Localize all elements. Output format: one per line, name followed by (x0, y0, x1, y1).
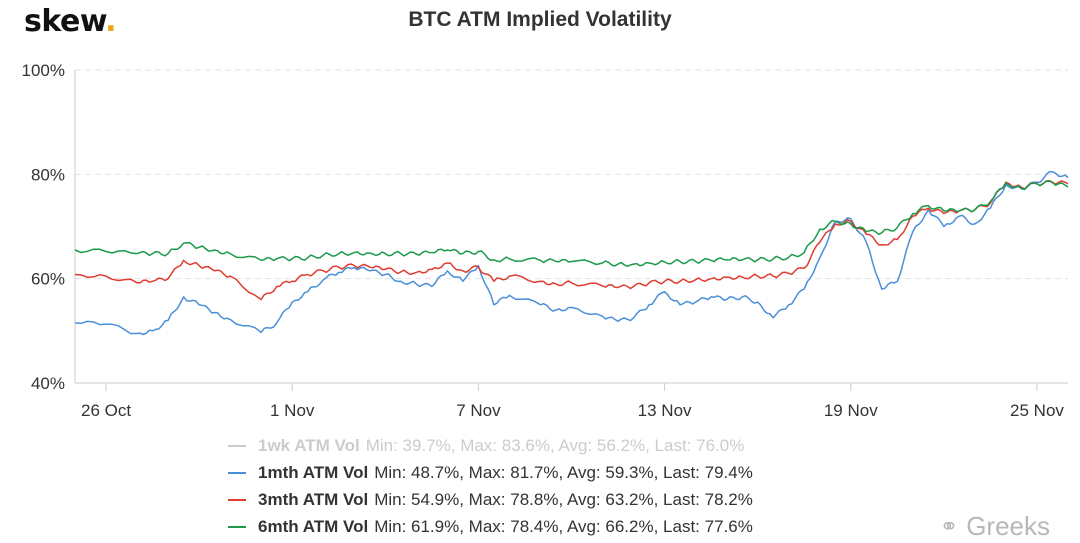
y-tick-label: 40% (31, 374, 65, 393)
legend-series-name: 1mth ATM Vol (258, 463, 369, 482)
line-chart: 40% 60% 80% 100% 26 Oct 1 Nov 7 Nov 13 Nov 19 No… (22, 61, 1069, 420)
legend-swatch (228, 525, 246, 528)
legend-series-stats: Min: 54.9%, Max: 78.8%, Avg: 63.2%, Last… (374, 490, 753, 509)
x-tick-label: 1 Nov (270, 401, 315, 420)
legend-series-name: 3mth ATM Vol (258, 490, 369, 509)
series-lines (74, 170, 1069, 336)
y-tick-label: 100% (22, 61, 65, 80)
legend-series-stats: Min: 48.7%, Max: 81.7%, Avg: 59.3%, Last… (374, 463, 753, 482)
x-tick-label: 26 Oct (81, 401, 131, 420)
legend-item-6mth[interactable]: 6mth ATM Vol Min: 61.9%, Max: 78.4%, Avg:… (228, 513, 753, 540)
legend-swatch (228, 471, 246, 474)
y-tick-label: 80% (31, 165, 65, 184)
x-tick-label: 7 Nov (456, 401, 501, 420)
axes: 40% 60% 80% 100% 26 Oct 1 Nov 7 Nov 13 Nov 19 No… (22, 61, 1068, 420)
chart-title: BTC ATM Implied Volatility (408, 8, 672, 31)
skew-logo: skew. (24, 4, 117, 39)
grid (75, 69, 1068, 280)
legend-series-name: 1wk ATM Vol (258, 436, 360, 455)
legend-swatch (228, 444, 246, 447)
legend-item-3mth[interactable]: 3mth ATM Vol Min: 54.9%, Max: 78.8%, Avg:… (228, 486, 753, 513)
watermark: ⚭ Greeks (940, 511, 1050, 542)
series-line-1mth (74, 170, 1069, 336)
x-tick-label: 19 Nov (824, 401, 878, 420)
legend-series-stats: Min: 39.7%, Max: 83.6%, Avg: 56.2%, Last… (365, 436, 745, 455)
legend-item-1wk[interactable]: 1wk ATM Vol Min: 39.7%, Max: 83.6%, Avg: … (228, 432, 753, 459)
legend-item-1mth[interactable]: 1mth ATM Vol Min: 48.7%, Max: 81.7%, Avg:… (228, 459, 753, 486)
legend: 1wk ATM Vol Min: 39.7%, Max: 83.6%, Avg: … (228, 432, 753, 540)
series-line-6mth (74, 180, 1069, 268)
series-line-3mth (74, 179, 1069, 301)
legend-swatch (228, 498, 246, 501)
y-tick-label: 60% (31, 270, 65, 289)
legend-series-name: 6mth ATM Vol (258, 517, 369, 536)
watermark-text: Greeks (966, 511, 1050, 541)
wechat-icon: ⚭ (939, 513, 959, 539)
x-tick-label: 25 Nov (1010, 401, 1064, 420)
x-tick-label: 13 Nov (638, 401, 692, 420)
legend-series-stats: Min: 61.9%, Max: 78.4%, Avg: 66.2%, Last… (374, 517, 753, 536)
